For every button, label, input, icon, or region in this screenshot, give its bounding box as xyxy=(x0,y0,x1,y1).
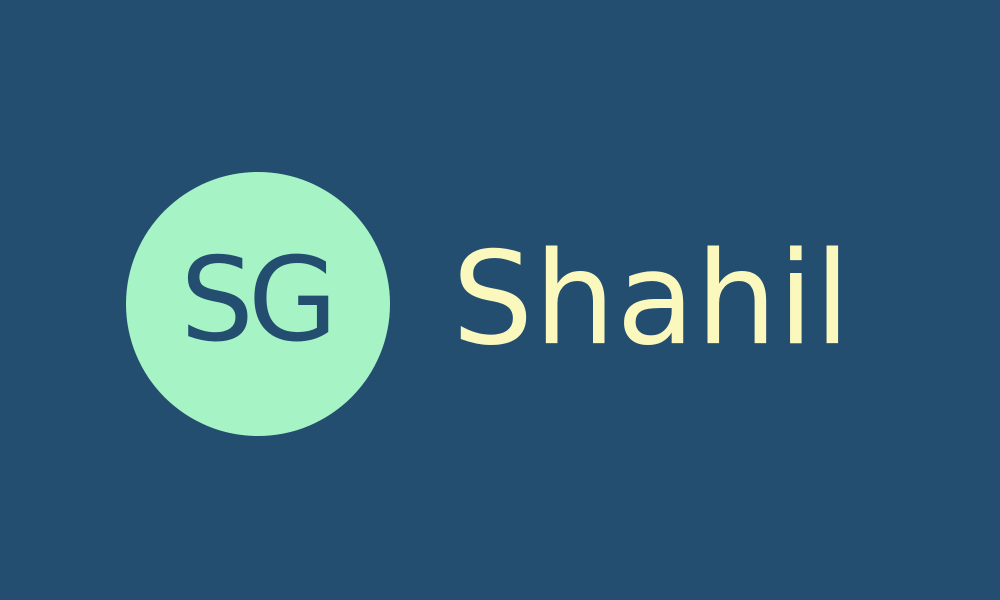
avatar-initials: SG xyxy=(180,233,338,368)
brand-logo: SG Shahil xyxy=(126,172,851,436)
avatar: SG xyxy=(126,172,390,436)
brand-name: Shahil xyxy=(452,225,852,374)
